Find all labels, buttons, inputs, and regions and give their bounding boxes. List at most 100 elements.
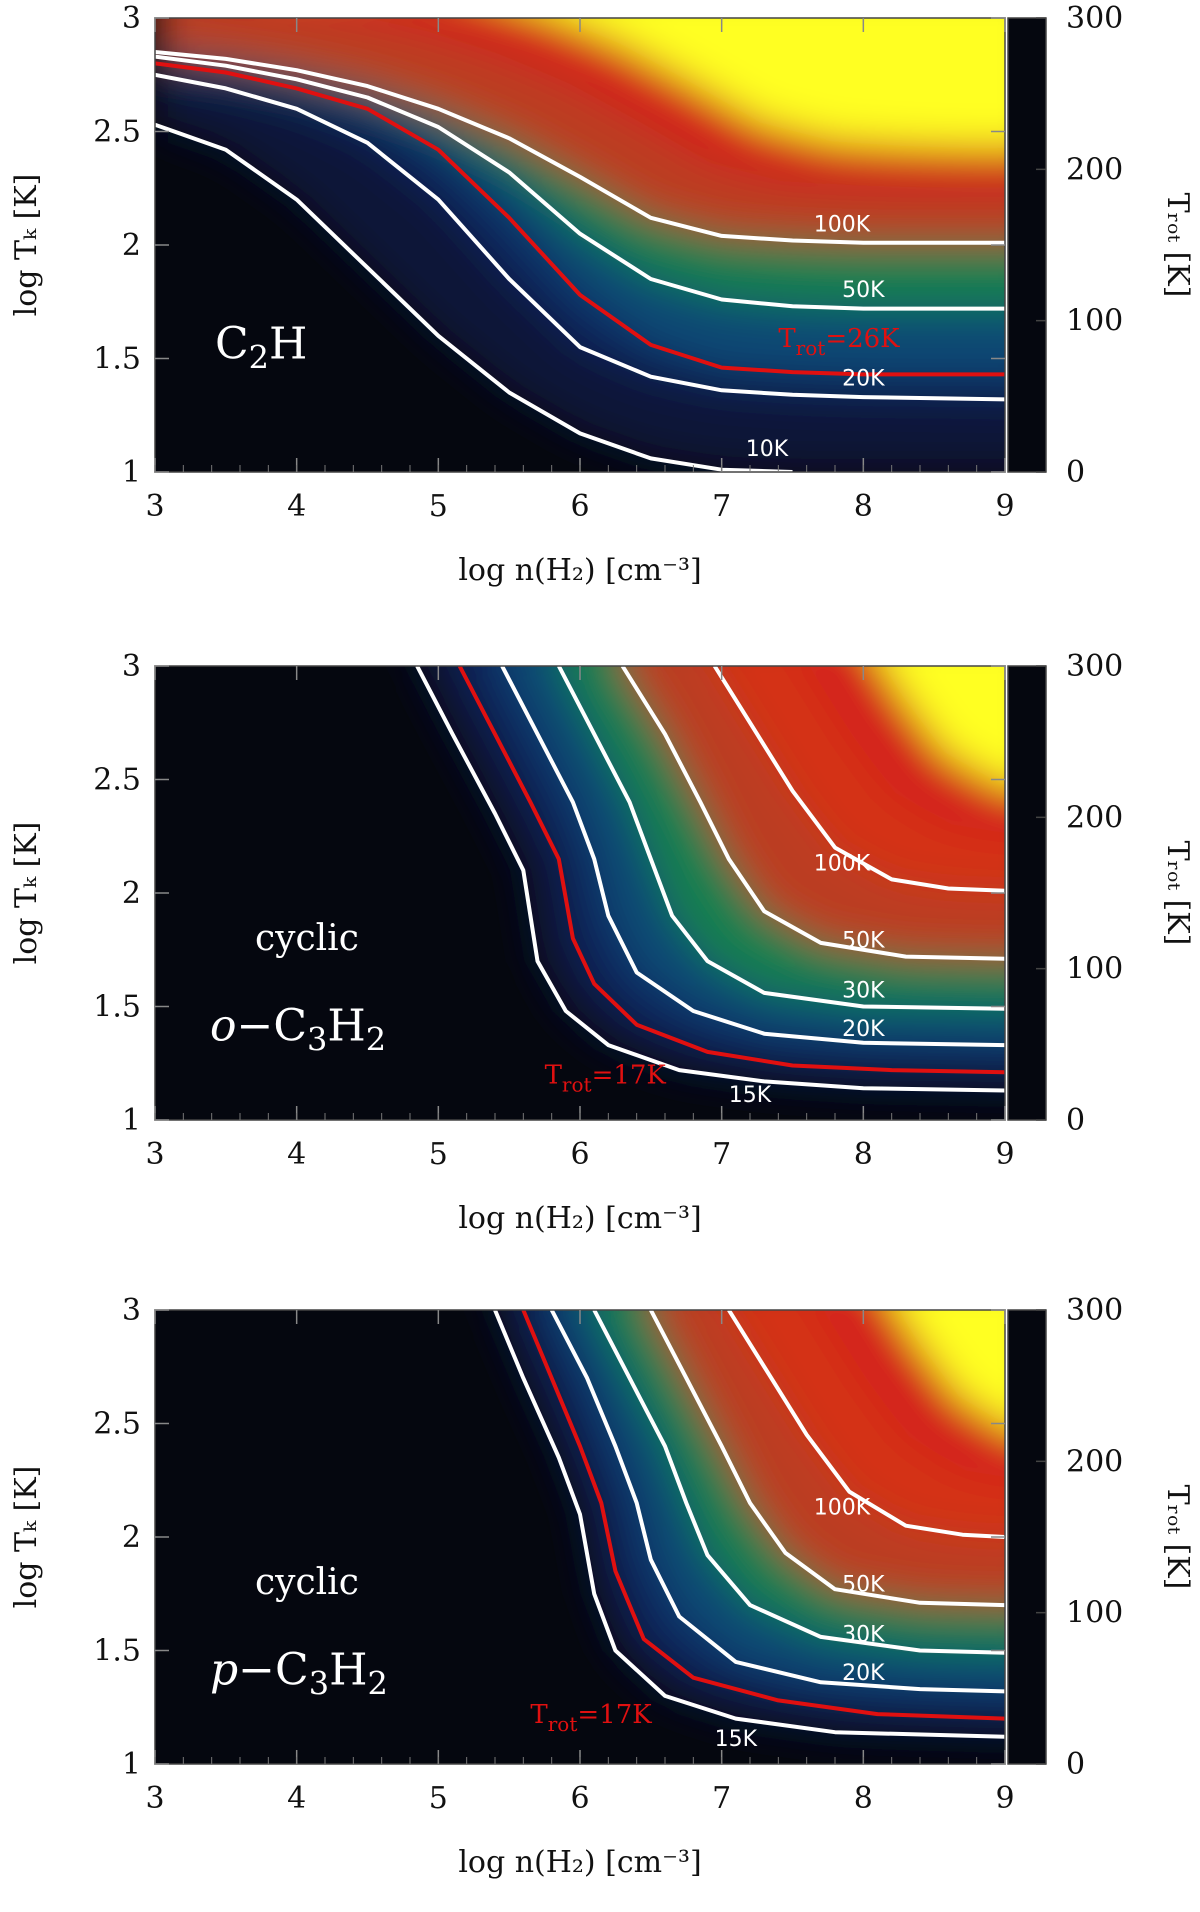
y-tick-label: 3: [122, 1293, 141, 1328]
contour-10k: [155, 122, 793, 472]
x-tick-label: 4: [287, 1781, 306, 1816]
contour-100k: [727, 1310, 1005, 1539]
contour-50k: [155, 54, 1005, 311]
contour-30k: [592, 1310, 1005, 1655]
contour-t-rot-26k: [155, 61, 1005, 377]
contour-label-50k: 50K: [842, 928, 885, 953]
species-cyclic-label: cyclic: [255, 918, 359, 959]
contour-15k: [415, 666, 1005, 1093]
y-tick-label: 2.5: [93, 763, 141, 798]
heatmap-svg: 100K 50K 30K 20K 15K Trot=17K cyclic o−C3H2 3 4 5 6…: [9, 649, 1195, 1236]
y-axis-label: log Tₖ [K]: [9, 174, 44, 317]
heatmap-svg: 100K 50K 30K 20K 15K Trot=17K cyclic p−C3H2 3 4 5 6…: [9, 1293, 1195, 1880]
contour-label-15k: 15K: [729, 1083, 772, 1108]
contour-15k: [493, 1310, 1005, 1739]
contour-20k: [155, 72, 1005, 402]
y-tick-label: 1: [122, 1103, 141, 1138]
contour-label-15k: 15K: [715, 1727, 758, 1752]
trot-label: Trot=17K: [530, 1700, 652, 1736]
x-tick-label: 8: [854, 1781, 873, 1816]
x-tick-label: 3: [145, 489, 164, 524]
contour-30k: [557, 666, 1005, 1011]
contour-label-30k: 30K: [842, 978, 885, 1003]
contour-lines: [415, 666, 1005, 1093]
colorbar-tick-label: 200: [1066, 1444, 1123, 1479]
chart-panel-para-c3h2: 100K 50K 30K 20K 15K Trot=17K cyclic p−C3H2 3 4 5 6…: [0, 1292, 1200, 1912]
color-band-yellow: [558, 18, 1005, 148]
colorbar-tick-label: 300: [1066, 649, 1123, 684]
contour-label-20k: 20K: [842, 367, 885, 392]
colorbar: [1007, 665, 1047, 1121]
color-field: [495, 1310, 1005, 1737]
color-band-yellow: [883, 666, 1005, 785]
colorbar-tick-label: 0: [1066, 1747, 1085, 1782]
x-tick-label: 9: [995, 1781, 1014, 1816]
contour-label-100k: 100K: [814, 851, 871, 876]
trot-label: Trot=26K: [778, 324, 900, 360]
x-tick-label: 7: [712, 1781, 731, 1816]
chart-panel-c2h: 100K 50K 20K 10K Trot=26K C2H 3 4 5 6 7 8 9 1 1.5 2 2.5 3…: [0, 0, 1200, 620]
y-tick-label: 3: [122, 649, 141, 684]
x-tick-label: 3: [145, 1781, 164, 1816]
contour-lines: [493, 1310, 1005, 1739]
x-tick-label: 6: [570, 489, 589, 524]
colorbar-tick-label: 0: [1066, 455, 1085, 490]
x-tick-label: 4: [287, 1137, 306, 1172]
colorbar-label: Tᵣₒₜ [K]: [1160, 841, 1195, 946]
heatmap-svg: 100K 50K 20K 10K Trot=26K C2H 3 4 5 6 7 8 9 1 1.5 2 2.5 3…: [9, 1, 1195, 588]
colorbar-tick-label: 100: [1066, 304, 1123, 339]
contour-label-50k: 50K: [842, 1572, 885, 1597]
contour-50k: [620, 666, 1005, 961]
x-tick-label: 6: [570, 1137, 589, 1172]
contour-100k: [155, 50, 1005, 245]
colorbar-tick-label: 200: [1066, 152, 1123, 187]
x-tick-label: 6: [570, 1781, 589, 1816]
x-axis-label: log n(H₂) [cm⁻³]: [458, 553, 701, 588]
trot-label: Trot=17K: [545, 1061, 667, 1097]
colorbar-tick-label: 300: [1066, 1293, 1123, 1328]
contour-label-100k: 100K: [814, 212, 871, 237]
y-tick-label: 3: [122, 1, 141, 36]
contour-20k: [500, 666, 1005, 1048]
contour-label-100k: 100K: [814, 1495, 871, 1520]
y-tick-label: 2: [122, 1520, 141, 1555]
x-tick-label: 9: [995, 489, 1014, 524]
y-tick-label: 1: [122, 455, 141, 490]
contour-lines: [155, 50, 1005, 472]
contour-t-rot-17k: [521, 1310, 1005, 1721]
species-cyclic-label: cyclic: [255, 1562, 359, 1603]
species-formula: o−C3H2: [210, 1001, 386, 1059]
contour-label-50k: 50K: [842, 278, 885, 303]
colorbar-tick-label: 300: [1066, 1, 1123, 36]
x-tick-label: 3: [145, 1137, 164, 1172]
contour-100k: [712, 666, 1005, 893]
y-tick-label: 1: [122, 1747, 141, 1782]
colorbar-tick-label: 100: [1066, 1596, 1123, 1631]
species-formula: p−C3H2: [210, 1645, 388, 1703]
x-tick-label: 9: [995, 1137, 1014, 1172]
x-tick-label: 8: [854, 489, 873, 524]
x-tick-label: 5: [429, 489, 448, 524]
contour-label-30k: 30K: [842, 1622, 885, 1647]
colorbar-tick-label: 0: [1066, 1103, 1085, 1138]
colorbar-label: Tᵣₒₜ [K]: [1160, 1485, 1195, 1590]
x-tick-label: 5: [429, 1781, 448, 1816]
contour-label-10k: 10K: [746, 437, 789, 462]
contour-50k: [649, 1310, 1005, 1608]
colorbar-label: Tᵣₒₜ [K]: [1160, 193, 1195, 298]
x-tick-label: 5: [429, 1137, 448, 1172]
colorbar: [1007, 1309, 1047, 1765]
colorbar-tick-label: 200: [1066, 800, 1123, 835]
colorbar: [1007, 17, 1047, 473]
x-tick-label: 7: [712, 489, 731, 524]
y-tick-label: 2.5: [93, 115, 141, 150]
y-tick-label: 1.5: [93, 990, 141, 1025]
x-tick-label: 8: [854, 1137, 873, 1172]
y-tick-label: 2.5: [93, 1407, 141, 1442]
contour-label-20k: 20K: [842, 1017, 885, 1042]
y-axis-label: log Tₖ [K]: [9, 822, 44, 965]
color-band-yellow: [898, 1310, 1005, 1425]
x-tick-label: 4: [287, 489, 306, 524]
x-axis-label: log n(H₂) [cm⁻³]: [458, 1845, 701, 1880]
contour-t-rot-17k: [457, 666, 1005, 1075]
